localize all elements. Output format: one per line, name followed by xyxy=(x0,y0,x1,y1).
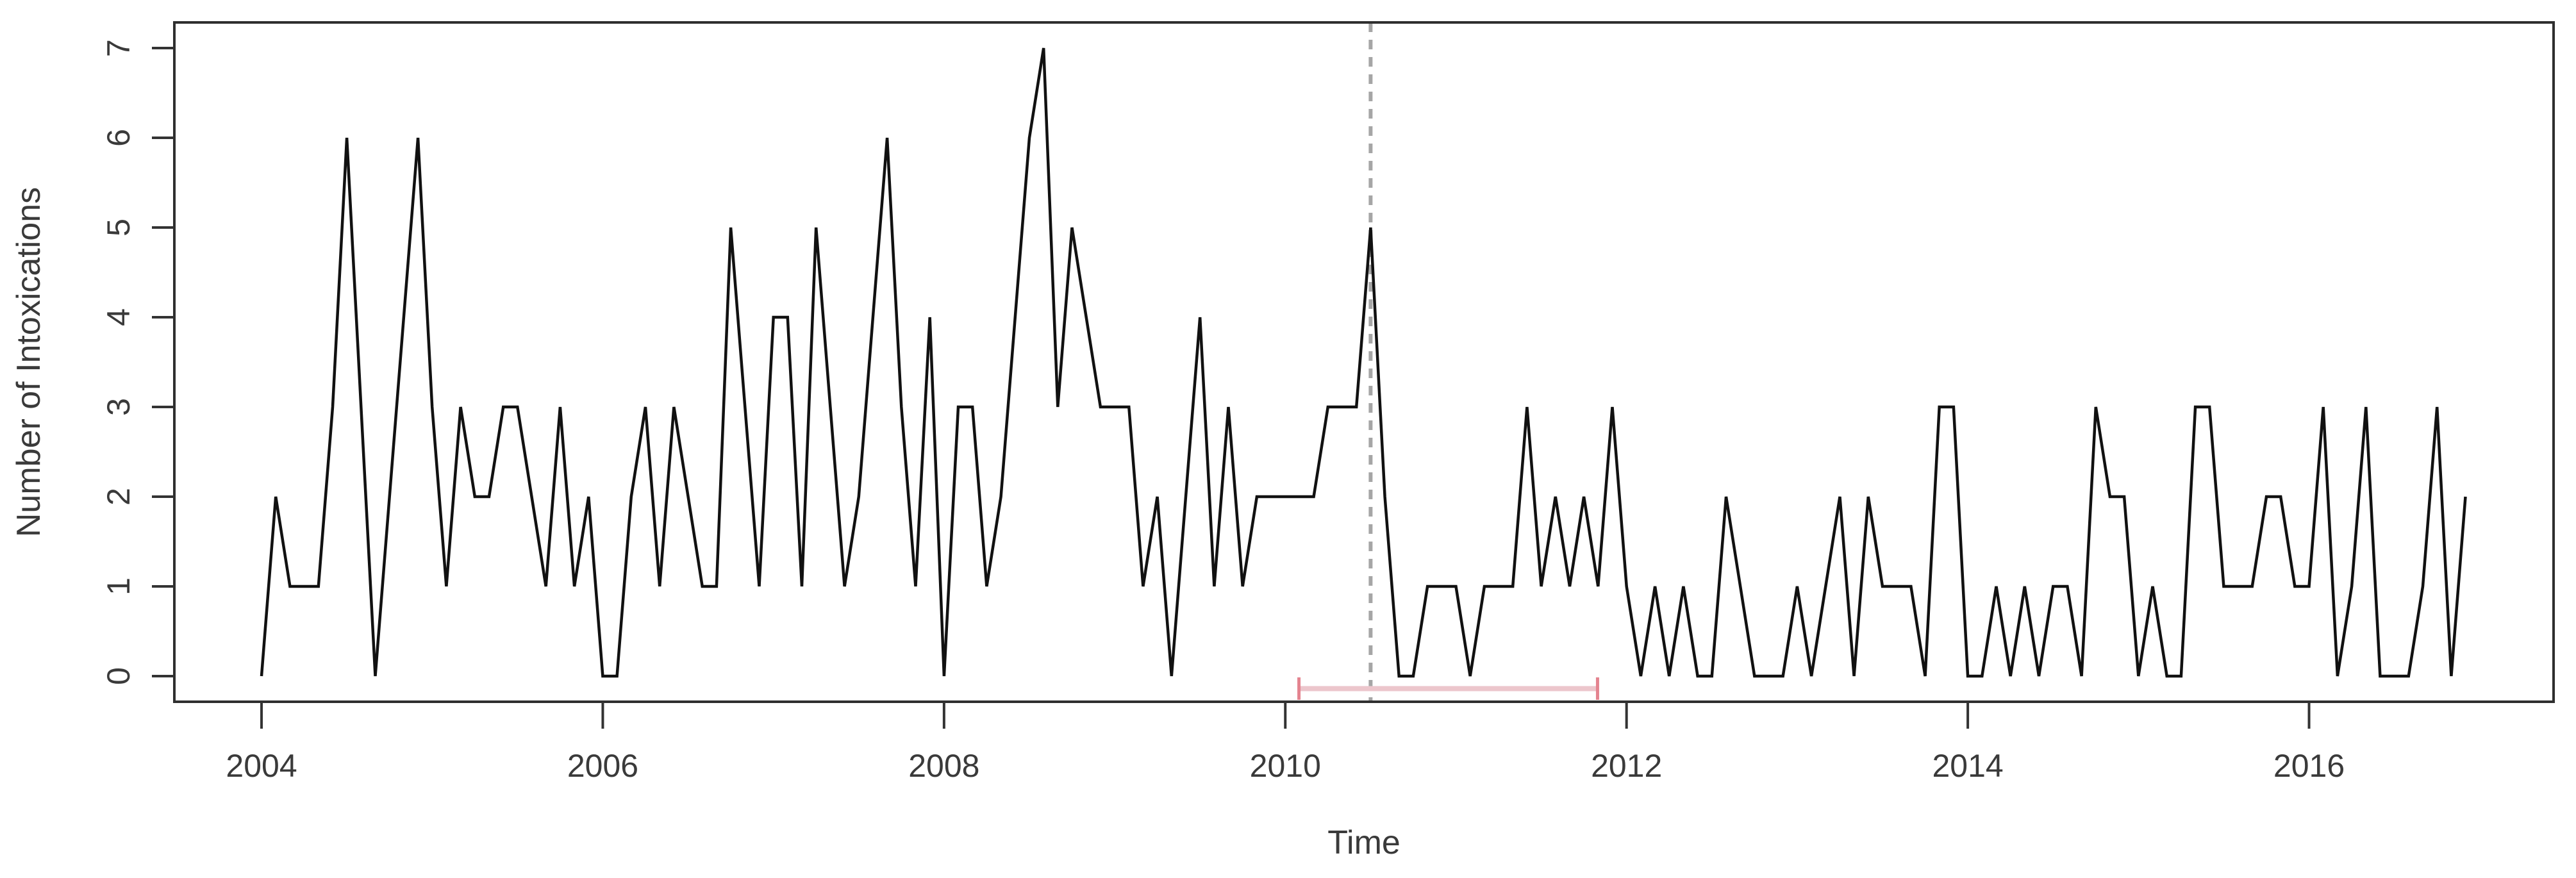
x-tick-label: 2006 xyxy=(567,748,638,784)
x-axis-title: Time xyxy=(1327,824,1400,861)
x-tick-label: 2008 xyxy=(908,748,979,784)
y-axis-title: Number of Intoxications xyxy=(10,187,47,537)
y-tick-label: 4 xyxy=(101,308,137,326)
plot-frame xyxy=(173,21,2555,703)
y-tick-label: 6 xyxy=(101,129,137,147)
y-tick-label: 0 xyxy=(101,667,137,685)
x-tick-label: 2016 xyxy=(2273,748,2345,784)
y-tick-label: 1 xyxy=(101,577,137,595)
y-axis: 0 1 2 3 4 5 6 7 xyxy=(101,39,174,685)
y-tick-label: 5 xyxy=(101,219,137,236)
data-series xyxy=(260,47,2467,678)
data-line xyxy=(260,47,2467,678)
interval-bracket xyxy=(1297,677,1599,700)
x-tick-label: 2014 xyxy=(1932,748,2003,784)
x-axis: 2004 2006 2008 2010 2012 2014 2016 xyxy=(226,702,2345,784)
x-tick-label: 2010 xyxy=(1250,748,1321,784)
x-tick-label: 2004 xyxy=(226,748,297,784)
y-tick-label: 3 xyxy=(101,398,137,416)
y-tick-label: 2 xyxy=(101,488,137,506)
x-tick-label: 2012 xyxy=(1591,748,1662,784)
y-tick-label: 7 xyxy=(101,39,137,57)
